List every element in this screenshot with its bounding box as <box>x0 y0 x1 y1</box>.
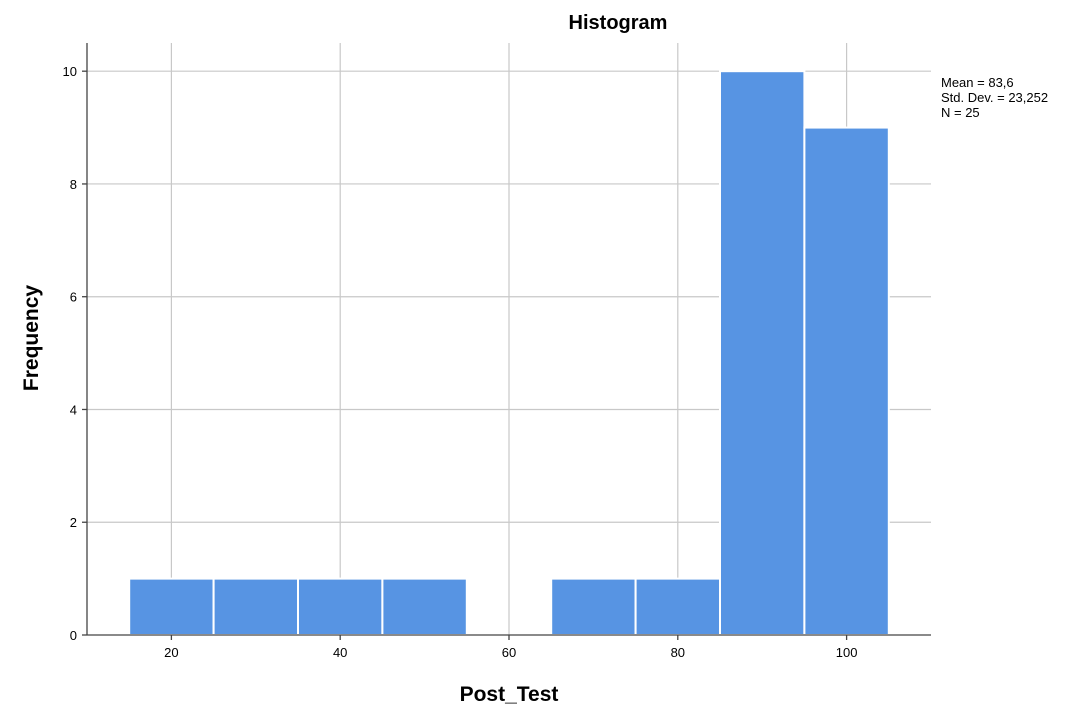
x-tick-label: 80 <box>671 645 685 660</box>
statistics-legend: Mean = 83,6 Std. Dev. = 23,252 N = 25 <box>941 75 1048 120</box>
histogram-bar-25-35 <box>212 577 300 636</box>
histogram-bar-35-45 <box>297 577 384 636</box>
x-tick-label: 20 <box>164 645 178 660</box>
y-tick-label: 8 <box>70 177 77 192</box>
histogram-bar-45-55 <box>381 577 468 636</box>
y-tick-label: 2 <box>70 515 77 530</box>
histogram-bar-75-85 <box>634 577 721 636</box>
histogram-bar-95-105 <box>803 126 890 636</box>
y-axis-label: Frequency <box>20 285 43 392</box>
stat-mean: Mean = 83,6 <box>941 75 1014 90</box>
x-tick-label: 40 <box>333 645 347 660</box>
y-tick-label: 6 <box>70 290 77 305</box>
y-tick-label: 4 <box>70 402 77 417</box>
chart-title: Histogram <box>569 12 668 34</box>
stat-n: N = 25 <box>941 105 980 120</box>
x-axis-label: Post_Test <box>460 683 559 706</box>
tick-labels: 20 40 60 80 100 0 2 4 6 8 10 <box>63 64 858 660</box>
y-tick-label: 0 <box>70 628 77 643</box>
x-tick-label: 60 <box>502 645 516 660</box>
histogram-bar-85-95 <box>719 70 806 636</box>
stat-std-dev: Std. Dev. = 23,252 <box>941 90 1048 105</box>
histogram-bar-65-75 <box>550 577 637 636</box>
y-tick-label: 10 <box>63 64 77 79</box>
histogram-bar-15-25 <box>128 577 215 636</box>
axes <box>82 43 931 640</box>
x-tick-label: 100 <box>836 645 858 660</box>
